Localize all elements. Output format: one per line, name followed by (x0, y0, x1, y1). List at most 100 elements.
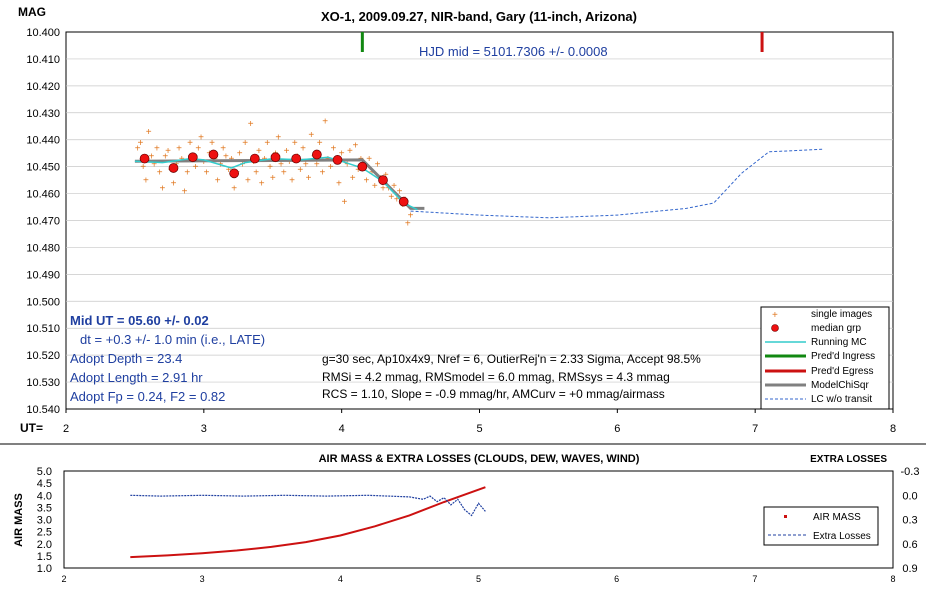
bottom-y-tick-label: 3.0 (37, 515, 52, 527)
single-image-point: + (193, 162, 199, 173)
single-image-point: + (135, 143, 141, 154)
single-image-point: + (231, 184, 237, 195)
single-image-point: + (209, 138, 215, 149)
depth-annotation: Adopt Depth = 23.4 (70, 351, 182, 366)
single-image-point: + (143, 176, 149, 187)
top-y-tick-label: 10.400 (26, 27, 60, 39)
mid-ut-annotation: Mid UT = 05.60 +/- 0.02 (70, 313, 209, 328)
bottom-ylabel: AIR MASS (13, 493, 25, 547)
top-y-tick-label: 10.480 (26, 242, 60, 254)
top-x-tick-label: 6 (614, 423, 620, 435)
single-image-point: + (317, 138, 323, 149)
bottom-x-tick-labels: 2 3 4 5 6 7 8 (61, 574, 895, 584)
top-y-tick-label: 10.510 (26, 323, 60, 335)
legend-median-label: median grp (811, 323, 861, 334)
top-y-tick-label: 10.490 (26, 269, 60, 281)
rcs-annotation: RCS = 1.10, Slope = -0.9 mmag/hr, AMCurv… (322, 387, 665, 401)
single-image-point: + (372, 181, 378, 192)
bottom-title: AIR MASS & EXTRA LOSSES (CLOUDS, DEW, WA… (319, 453, 640, 465)
single-image-point: + (176, 143, 182, 154)
single-image-point: + (292, 138, 298, 149)
bottom-x-tick-label: 2 (61, 574, 66, 584)
legend-single-icon: + (772, 310, 778, 321)
single-image-point: + (160, 184, 166, 195)
single-image-point: + (397, 186, 403, 197)
bottom-y2-tick-label: 0.9 (902, 563, 917, 575)
single-image-point: + (171, 178, 177, 189)
top-x-tick-label: 8 (890, 423, 896, 435)
single-image-point: + (355, 165, 361, 176)
bottom-legend-box (763, 506, 879, 546)
top-x-tick-label: 4 (339, 423, 345, 435)
median-grp-point (139, 153, 150, 164)
top-y-tick-labels: 10.400 10.410 10.420 10.430 10.440 10.450 10.4… (26, 27, 60, 416)
top-x-tick-label: 2 (63, 423, 69, 435)
single-image-point: + (366, 154, 372, 165)
bottom-y-tick-label: 4.0 (37, 490, 52, 502)
top-legend-box (760, 306, 890, 410)
top-grid (66, 58, 893, 383)
legend-single-label: single images (811, 309, 872, 320)
legend-running-label: Running MC (811, 337, 867, 348)
bottom-y-tick-label: 3.5 (37, 502, 52, 514)
single-image-point: + (146, 127, 152, 138)
single-image-point: + (281, 168, 287, 179)
bottom-x-tick-label: 8 (890, 574, 895, 584)
single-image-point: + (204, 168, 210, 179)
top-title: XO-1, 2009.09.27, NIR-band, Gary (11-inc… (321, 9, 637, 24)
single-image-point: + (187, 138, 193, 149)
top-y-tick-label: 10.440 (26, 135, 60, 147)
bottom-y-tick-label: 5.0 (37, 466, 52, 478)
single-image-point: + (165, 146, 171, 157)
bottom-x-tick-label: 5 (476, 574, 481, 584)
top-y-tick-label: 10.460 (26, 189, 60, 201)
top-y-tick-label: 10.520 (26, 350, 60, 362)
single-image-point: + (289, 176, 295, 187)
median-grp-point (208, 149, 219, 160)
single-image-point: + (182, 186, 188, 197)
median-grp-point (249, 153, 260, 164)
top-y-tick-label: 10.420 (26, 81, 60, 93)
single-image-point: + (215, 176, 221, 187)
fp-annotation: Adopt Fp = 0.24, F2 = 0.82 (70, 389, 225, 404)
median-grp-point (291, 153, 302, 164)
single-image-point: + (369, 168, 375, 179)
single-image-point: + (198, 133, 204, 144)
single-image-point: + (138, 138, 144, 149)
single-image-point: + (195, 143, 201, 154)
extra-losses-line (130, 494, 486, 517)
bottom-y2-tick-labels: -0.3 0.0 0.3 0.6 0.9 (901, 466, 920, 575)
legend-lc-label: LC w/o transit (811, 394, 872, 405)
single-image-point: + (278, 159, 284, 170)
single-image-point: + (380, 184, 386, 195)
bottom-y-tick-label: 1.5 (37, 551, 52, 563)
median-grp-point (398, 196, 409, 207)
single-image-point: + (259, 178, 265, 189)
single-image-point: + (364, 176, 370, 187)
single-image-point: + (319, 168, 325, 179)
median-grp-point (378, 175, 388, 185)
air-mass-line (130, 486, 486, 559)
single-image-point: + (353, 141, 359, 152)
single-image-point: + (405, 219, 411, 230)
single-image-point: + (336, 178, 342, 189)
legend-ingress-label: Pred'd Ingress (811, 351, 875, 362)
top-y-tick-label: 10.410 (26, 54, 60, 66)
legend-extra-label: Extra Losses (813, 531, 871, 542)
bottom-x-tick-label: 6 (614, 574, 619, 584)
single-image-point: + (328, 162, 334, 173)
single-image-point: + (151, 159, 157, 170)
median-grp-point (168, 163, 179, 173)
single-image-point: + (297, 165, 303, 176)
single-image-point: + (157, 168, 163, 179)
bottom-y2-tick-label: -0.3 (901, 466, 920, 478)
single-image-point: + (388, 192, 394, 203)
single-image-point: + (220, 143, 226, 154)
top-xlabel: UT= (20, 421, 43, 435)
median-grp-point (187, 152, 198, 163)
single-image-point: + (267, 162, 273, 173)
bottom-y-tick-label: 2.5 (37, 527, 52, 539)
top-y-tick-label: 10.470 (26, 216, 60, 228)
median-grp-point (332, 155, 343, 165)
single-image-point: + (300, 143, 306, 154)
